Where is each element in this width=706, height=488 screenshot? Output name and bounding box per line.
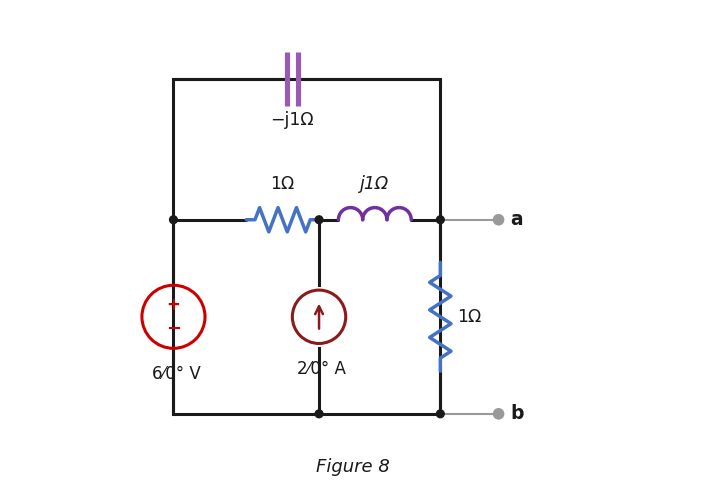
Text: −j1Ω: −j1Ω bbox=[270, 111, 314, 128]
Circle shape bbox=[315, 410, 323, 418]
Text: 1Ω: 1Ω bbox=[457, 308, 481, 326]
Circle shape bbox=[436, 410, 444, 418]
Text: 1Ω: 1Ω bbox=[270, 175, 295, 193]
Circle shape bbox=[493, 214, 504, 225]
Text: Figure 8: Figure 8 bbox=[316, 458, 390, 476]
Circle shape bbox=[436, 216, 444, 224]
Circle shape bbox=[315, 216, 323, 224]
Text: j1Ω: j1Ω bbox=[360, 175, 390, 193]
Circle shape bbox=[493, 408, 504, 420]
Text: −: − bbox=[166, 320, 181, 338]
Text: b: b bbox=[510, 405, 524, 423]
Text: 6⁄0° V: 6⁄0° V bbox=[152, 366, 201, 383]
Text: 2⁄0° A: 2⁄0° A bbox=[297, 361, 346, 379]
Text: +: + bbox=[167, 296, 181, 314]
Text: a: a bbox=[510, 210, 523, 229]
Circle shape bbox=[169, 216, 177, 224]
